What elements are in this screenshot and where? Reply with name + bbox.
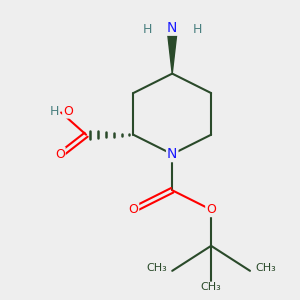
Text: H: H <box>142 23 152 36</box>
Text: CH₃: CH₃ <box>255 263 276 273</box>
Text: O: O <box>63 105 73 118</box>
Text: N: N <box>167 21 177 35</box>
Text: CH₃: CH₃ <box>147 263 167 273</box>
Text: N: N <box>167 147 177 161</box>
Text: H: H <box>50 105 59 118</box>
Text: CH₃: CH₃ <box>201 283 221 292</box>
Text: O: O <box>128 203 138 216</box>
Text: O: O <box>206 203 216 216</box>
Text: H: H <box>193 23 202 36</box>
Polygon shape <box>168 35 177 74</box>
Text: O: O <box>55 148 65 161</box>
